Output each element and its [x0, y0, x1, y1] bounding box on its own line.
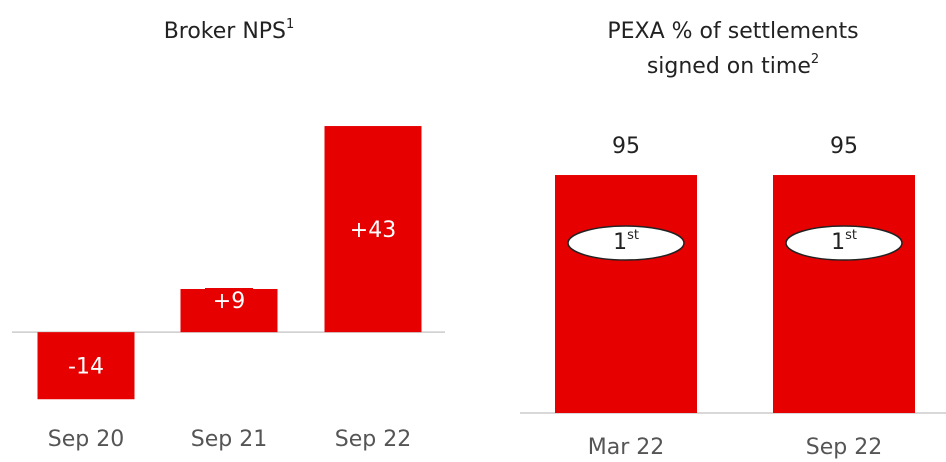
rank-suffix: st — [627, 228, 639, 243]
x-tick-label: Mar 22 — [588, 435, 665, 460]
data-label-bg — [62, 353, 110, 382]
rank-suffix: st — [845, 228, 857, 243]
rank-badge-label: 1st — [613, 228, 639, 256]
data-label: -14 — [68, 355, 104, 380]
rank-badge — [785, 225, 903, 261]
x-tick-label: Sep 22 — [806, 435, 882, 460]
data-label-bg — [205, 288, 253, 317]
chart-title: signed on time2 — [647, 52, 819, 80]
data-label: +43 — [350, 218, 396, 243]
data-label-bg — [349, 217, 397, 246]
rank-number: 1 — [831, 230, 845, 255]
data-label: 95 — [830, 134, 858, 159]
x-tick-label: Sep 22 — [335, 427, 411, 452]
rank-badge — [567, 225, 685, 261]
x-tick-label: Sep 21 — [191, 427, 267, 452]
bar — [773, 175, 915, 413]
x-tick-label: Sep 20 — [48, 427, 124, 452]
rank-number: 1 — [613, 230, 627, 255]
rank-badge-label: 1st — [831, 228, 857, 256]
chart-title: PEXA % of settlements — [607, 19, 858, 44]
bar — [555, 175, 697, 413]
data-label: +9 — [213, 289, 245, 314]
chart-title: Broker NPS1 — [164, 17, 295, 45]
data-label: 95 — [612, 134, 640, 159]
